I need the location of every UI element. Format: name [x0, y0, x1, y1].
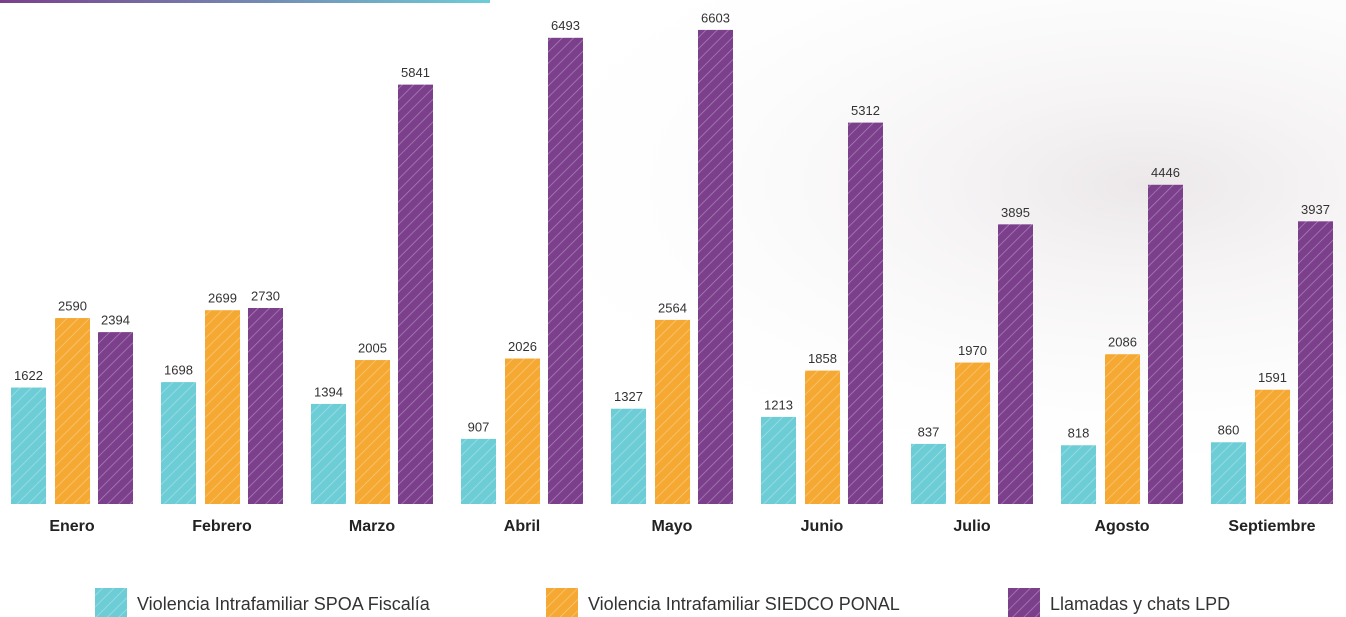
bar — [505, 359, 540, 504]
data-label: 1591 — [1258, 370, 1287, 385]
bar — [98, 332, 133, 504]
bar — [248, 308, 283, 504]
bar — [398, 85, 433, 504]
data-label: 1213 — [764, 397, 793, 412]
data-label: 2086 — [1108, 335, 1137, 350]
bar — [698, 30, 733, 504]
bar — [998, 224, 1033, 504]
x-tick-label: Julio — [953, 518, 991, 535]
legend-swatch — [1008, 588, 1040, 617]
x-tick-label: Enero — [49, 518, 95, 535]
data-label: 6603 — [701, 10, 730, 25]
legend-label: Llamadas y chats LPD — [1050, 594, 1230, 614]
legend-label: Violencia Intrafamiliar SPOA Fiscalía — [137, 594, 431, 614]
bar — [1255, 390, 1290, 504]
bar — [1298, 221, 1333, 504]
data-label: 860 — [1218, 423, 1240, 438]
bar — [311, 404, 346, 504]
x-tick-label: Abril — [504, 518, 540, 535]
data-label: 1394 — [314, 384, 343, 399]
bar — [1211, 442, 1246, 504]
data-label: 818 — [1068, 426, 1090, 441]
x-tick-label: Septiembre — [1228, 518, 1315, 535]
decor-line — [0, 0, 490, 3]
bar — [611, 409, 646, 504]
data-label: 2699 — [208, 291, 237, 306]
bar — [848, 123, 883, 504]
bar — [1061, 445, 1096, 504]
x-tick-label: Agosto — [1094, 518, 1149, 535]
chart: Enero 1622 2590 2394 Febrero 1698 2699 2730 Marz… — [0, 0, 1346, 617]
data-label: 907 — [468, 419, 490, 434]
data-label: 2005 — [358, 340, 387, 355]
bar — [1105, 354, 1140, 504]
data-label: 1858 — [808, 351, 837, 366]
data-label: 5312 — [851, 103, 880, 118]
bar — [11, 388, 46, 504]
bar — [655, 320, 690, 504]
data-label: 1698 — [164, 363, 193, 378]
data-label: 5841 — [401, 65, 430, 80]
legend-swatch — [546, 588, 578, 617]
legend-label: Violencia Intrafamiliar SIEDCO PONAL — [588, 594, 900, 614]
bar — [205, 310, 240, 504]
bar — [461, 439, 496, 504]
bar — [1148, 185, 1183, 504]
data-label: 1327 — [614, 389, 643, 404]
data-label: 1970 — [958, 343, 987, 358]
bar — [161, 382, 196, 504]
legend-swatch — [95, 588, 127, 617]
bar — [805, 371, 840, 504]
bar — [955, 363, 990, 504]
data-label: 2564 — [658, 300, 687, 315]
data-label: 2026 — [508, 339, 537, 354]
data-label: 2590 — [58, 298, 87, 313]
data-label: 6493 — [551, 18, 580, 33]
bar — [548, 38, 583, 504]
x-tick-label: Mayo — [652, 518, 693, 535]
bar — [55, 318, 90, 504]
data-label: 1622 — [14, 368, 43, 383]
data-label: 2730 — [251, 288, 280, 303]
data-label: 4446 — [1151, 165, 1180, 180]
data-label: 2394 — [101, 313, 130, 328]
x-tick-label: Marzo — [349, 518, 395, 535]
x-tick-label: Febrero — [192, 518, 252, 535]
data-label: 3895 — [1001, 205, 1030, 220]
bar — [911, 444, 946, 504]
x-tick-label: Junio — [801, 518, 844, 535]
data-label: 837 — [918, 424, 940, 439]
bar — [355, 360, 390, 504]
bar — [761, 417, 796, 504]
data-label: 3937 — [1301, 202, 1330, 217]
